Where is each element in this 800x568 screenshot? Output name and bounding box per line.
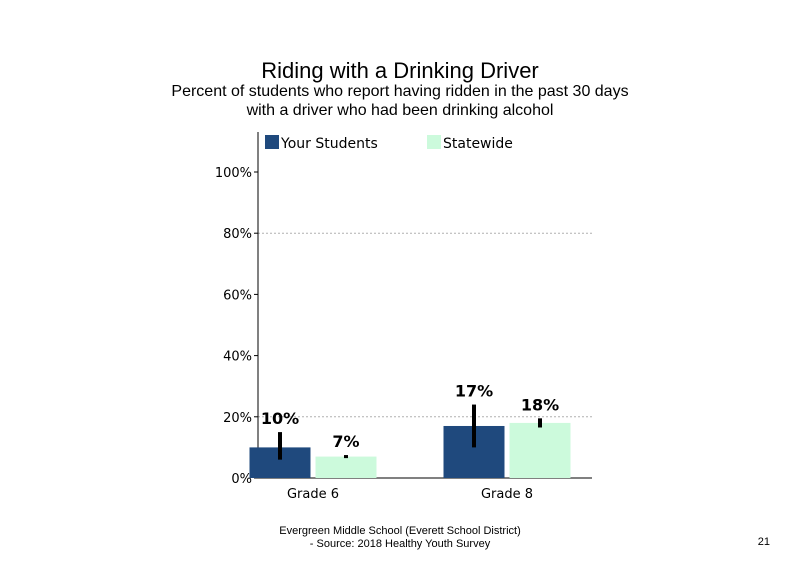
legend-label-your-students: Your Students xyxy=(280,136,378,152)
data-label: 10% xyxy=(261,409,299,428)
bar xyxy=(315,456,377,478)
data-label: 17% xyxy=(455,382,493,401)
x-tick-label: Grade 6 xyxy=(287,487,339,502)
footer: Evergreen Middle School (Everett School … xyxy=(250,525,550,551)
footer-source: - Source: 2018 Healthy Youth Survey xyxy=(309,538,491,550)
legend: Your Students Statewide xyxy=(265,135,513,152)
data-label: 18% xyxy=(521,395,559,414)
y-tick-label: 100% xyxy=(215,166,252,181)
bars xyxy=(249,404,571,478)
legend-label-statewide: Statewide xyxy=(443,136,513,152)
y-tick-label: 80% xyxy=(223,227,252,242)
bar xyxy=(509,422,571,478)
data-label: 7% xyxy=(332,432,359,451)
chart-subtitle: Percent of students who report having ri… xyxy=(0,82,800,120)
legend-swatch-statewide xyxy=(427,135,441,149)
chart-title: Riding with a Drinking Driver xyxy=(261,58,539,83)
gridlines xyxy=(258,232,592,418)
subtitle-line-2: with a driver who had been drinking alco… xyxy=(246,102,554,119)
y-tick-label: 0% xyxy=(231,472,252,487)
y-tick-label: 60% xyxy=(223,288,252,303)
y-tick-label: 20% xyxy=(223,411,252,426)
subtitle-line-1: Percent of students who report having ri… xyxy=(171,83,629,100)
y-tick-label: 40% xyxy=(223,350,252,365)
axes: 0% 20% 40% 60% 80% 100% Grade 6 Grade 8 xyxy=(215,132,592,502)
page-number: 21 xyxy=(757,536,770,548)
data-labels: 10% 7% 17% 18% xyxy=(261,382,559,451)
x-tick-label: Grade 8 xyxy=(481,487,533,502)
legend-swatch-your-students xyxy=(265,135,279,149)
footer-school: Evergreen Middle School (Everett School … xyxy=(279,525,521,537)
